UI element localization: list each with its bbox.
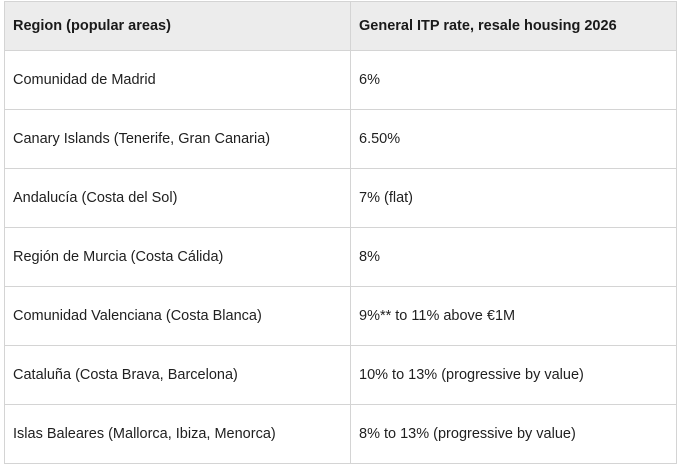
rate-cell: 6%: [350, 50, 677, 110]
region-cell: Comunidad de Madrid: [4, 50, 351, 110]
table-row: Islas Baleares (Mallorca, Ibiza, Menorca…: [4, 404, 677, 464]
region-cell: Comunidad Valenciana (Costa Blanca): [4, 286, 351, 346]
table-row: Cataluña (Costa Brava, Barcelona) 10% to…: [4, 345, 677, 405]
rate-cell: 10% to 13% (progressive by value): [350, 345, 677, 405]
region-cell: Canary Islands (Tenerife, Gran Canaria): [4, 109, 351, 169]
table-row: Comunidad Valenciana (Costa Blanca) 9%**…: [4, 286, 677, 346]
region-cell: Región de Murcia (Costa Cálida): [4, 227, 351, 287]
itp-rates-table: Region (popular areas) General ITP rate,…: [4, 1, 677, 464]
table-row: Andalucía (Costa del Sol) 7% (flat): [4, 168, 677, 228]
region-cell: Islas Baleares (Mallorca, Ibiza, Menorca…: [4, 404, 351, 464]
rate-cell: 8% to 13% (progressive by value): [350, 404, 677, 464]
rate-cell: 8%: [350, 227, 677, 287]
rate-cell: 6.50%: [350, 109, 677, 169]
table-row: Región de Murcia (Costa Cálida) 8%: [4, 227, 677, 287]
region-cell: Andalucía (Costa del Sol): [4, 168, 351, 228]
table-row: Canary Islands (Tenerife, Gran Canaria) …: [4, 109, 677, 169]
column-header-itp-rate: General ITP rate, resale housing 2026: [350, 1, 677, 51]
itp-rates-table-container: Region (popular areas) General ITP rate,…: [4, 1, 677, 464]
rate-cell: 7% (flat): [350, 168, 677, 228]
table-row: Comunidad de Madrid 6%: [4, 50, 677, 110]
region-cell: Cataluña (Costa Brava, Barcelona): [4, 345, 351, 405]
table-header-row: Region (popular areas) General ITP rate,…: [4, 1, 677, 51]
rate-cell: 9%** to 11% above €1M: [350, 286, 677, 346]
column-header-region: Region (popular areas): [4, 1, 351, 51]
